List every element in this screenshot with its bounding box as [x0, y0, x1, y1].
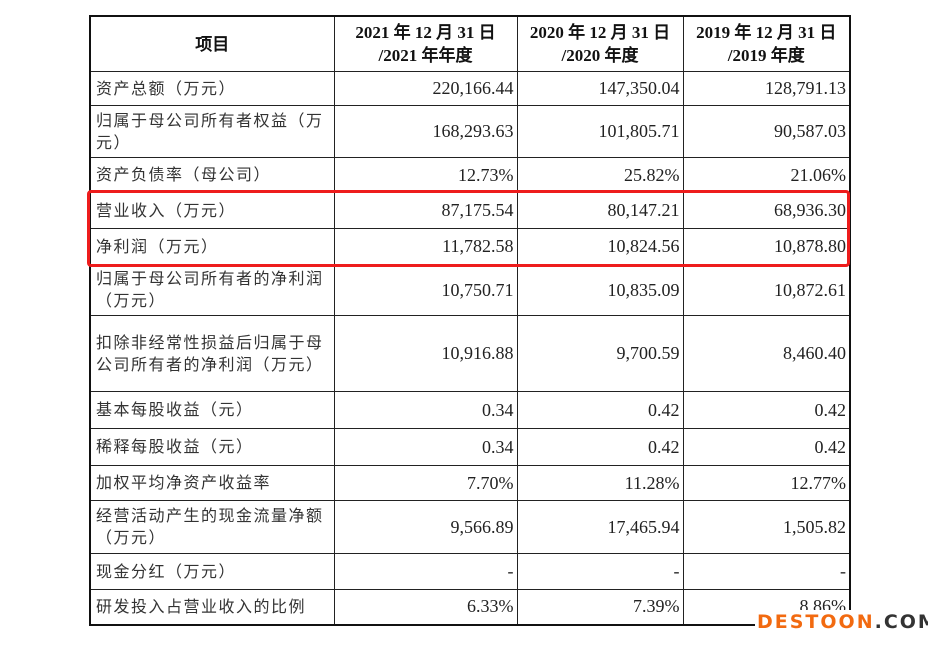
header-2019: 2019 年 12 月 31 日/2019 年度 [682, 15, 851, 72]
row-label: 稀释每股收益（元） [89, 428, 335, 466]
value-2020: 25.82% [516, 157, 684, 193]
value-2019: 68,936.30 [682, 192, 851, 229]
financial-summary-table: 项目 2021 年 12 月 31 日/2021 年年度 2020 年 12 月… [89, 15, 851, 626]
row-label: 营业收入（万元） [89, 192, 335, 229]
row-label: 现金分红（万元） [89, 553, 335, 590]
row-label: 归属于母公司所有者权益（万元） [89, 105, 335, 158]
table-row-weighted-roe: 加权平均净资产收益率 7.70% 11.28% 12.77% [89, 465, 851, 501]
value-2020: 11.28% [516, 465, 684, 501]
value-2021: 168,293.63 [333, 105, 518, 158]
value-2020: 17,465.94 [516, 500, 684, 554]
value-2020: 0.42 [516, 391, 684, 429]
value-2020: 0.42 [516, 428, 684, 466]
row-label: 资产负债率（母公司） [89, 157, 335, 193]
row-label: 净利润（万元） [89, 228, 335, 265]
value-2019: 21.06% [682, 157, 851, 193]
watermark-logo: DESTOON.COM [755, 610, 928, 634]
watermark-tld: .COM [874, 611, 928, 633]
value-2019: 0.42 [682, 428, 851, 466]
header-2020-line2: /2020 年度 [561, 46, 639, 65]
header-item-label: 项目 [195, 34, 230, 54]
value-2021: 12.73% [333, 157, 518, 193]
table-row-cash-dividend: 现金分红（万元） - - - [89, 553, 851, 590]
table-row-revenue: 营业收入（万元） 87,175.54 80,147.21 68,936.30 [89, 192, 851, 229]
value-2021: 0.34 [333, 391, 518, 429]
value-2019: 12.77% [682, 465, 851, 501]
header-item: 项目 [89, 15, 335, 72]
value-2019: - [682, 553, 851, 590]
value-2019: 10,872.61 [682, 264, 851, 316]
value-2019: 10,878.80 [682, 228, 851, 265]
table-row-total-assets: 资产总额（万元） 220,166.44 147,350.04 128,791.1… [89, 71, 851, 106]
table-row-operating-cash-flow: 经营活动产生的现金流量净额（万元） 9,566.89 17,465.94 1,5… [89, 500, 851, 554]
value-2020: 147,350.04 [516, 71, 684, 106]
value-2021: 87,175.54 [333, 192, 518, 229]
value-2021: 7.70% [333, 465, 518, 501]
table-row-diluted-eps: 稀释每股收益（元） 0.34 0.42 0.42 [89, 428, 851, 466]
value-2021: 220,166.44 [333, 71, 518, 106]
value-2020: 80,147.21 [516, 192, 684, 229]
watermark-brand: DESTOON [757, 611, 875, 633]
value-2021: 10,916.88 [333, 315, 518, 392]
header-2019-line1: 2019 年 12 月 31 日 [696, 23, 837, 42]
row-label: 基本每股收益（元） [89, 391, 335, 429]
header-2021: 2021 年 12 月 31 日/2021 年年度 [333, 15, 518, 72]
value-2019: 128,791.13 [682, 71, 851, 106]
header-2021-line2: /2021 年年度 [378, 46, 473, 65]
value-2020: 9,700.59 [516, 315, 684, 392]
value-2021: 6.33% [333, 589, 518, 625]
row-label: 研发投入占营业收入的比例 [89, 589, 335, 625]
value-2021: 0.34 [333, 428, 518, 466]
financial-summary-table-container: 项目 2021 年 12 月 31 日/2021 年年度 2020 年 12 月… [89, 15, 851, 626]
header-2019-line2: /2019 年度 [727, 46, 805, 65]
value-2020: 10,835.09 [516, 264, 684, 316]
value-2020: 10,824.56 [516, 228, 684, 265]
table-row-adjusted-net-profit: 扣除非经常性损益后归属于母公司所有者的净利润（万元） 10,916.88 9,7… [89, 315, 851, 392]
value-2020: 7.39% [516, 589, 684, 625]
row-label: 经营活动产生的现金流量净额（万元） [89, 500, 335, 554]
value-2021: 9,566.89 [333, 500, 518, 554]
table-row-debt-ratio: 资产负债率（母公司） 12.73% 25.82% 21.06% [89, 157, 851, 193]
value-2021: 10,750.71 [333, 264, 518, 316]
table-row-rd-ratio: 研发投入占营业收入的比例 6.33% 7.39% 8.86% [89, 589, 851, 625]
value-2020: - [516, 553, 684, 590]
header-2020: 2020 年 12 月 31 日/2020 年度 [516, 15, 684, 72]
value-2019: 8,460.40 [682, 315, 851, 392]
value-2019: 0.42 [682, 391, 851, 429]
table-row-basic-eps: 基本每股收益（元） 0.34 0.42 0.42 [89, 391, 851, 429]
table-row-parent-net-profit: 归属于母公司所有者的净利润（万元） 10,750.71 10,835.09 10… [89, 264, 851, 316]
value-2019: 90,587.03 [682, 105, 851, 158]
row-label: 归属于母公司所有者的净利润（万元） [89, 264, 335, 316]
table-row-net-profit: 净利润（万元） 11,782.58 10,824.56 10,878.80 [89, 228, 851, 265]
header-2021-line1: 2021 年 12 月 31 日 [355, 23, 496, 42]
row-label: 扣除非经常性损益后归属于母公司所有者的净利润（万元） [89, 315, 335, 392]
row-label: 资产总额（万元） [89, 71, 335, 106]
value-2020: 101,805.71 [516, 105, 684, 158]
value-2019: 1,505.82 [682, 500, 851, 554]
header-2020-line1: 2020 年 12 月 31 日 [529, 23, 671, 42]
value-2021: 11,782.58 [333, 228, 518, 265]
value-2021: - [333, 553, 518, 590]
table-row-parent-equity: 归属于母公司所有者权益（万元） 168,293.63 101,805.71 90… [89, 105, 851, 158]
table-header-row: 项目 2021 年 12 月 31 日/2021 年年度 2020 年 12 月… [89, 15, 851, 72]
row-label: 加权平均净资产收益率 [89, 465, 335, 501]
